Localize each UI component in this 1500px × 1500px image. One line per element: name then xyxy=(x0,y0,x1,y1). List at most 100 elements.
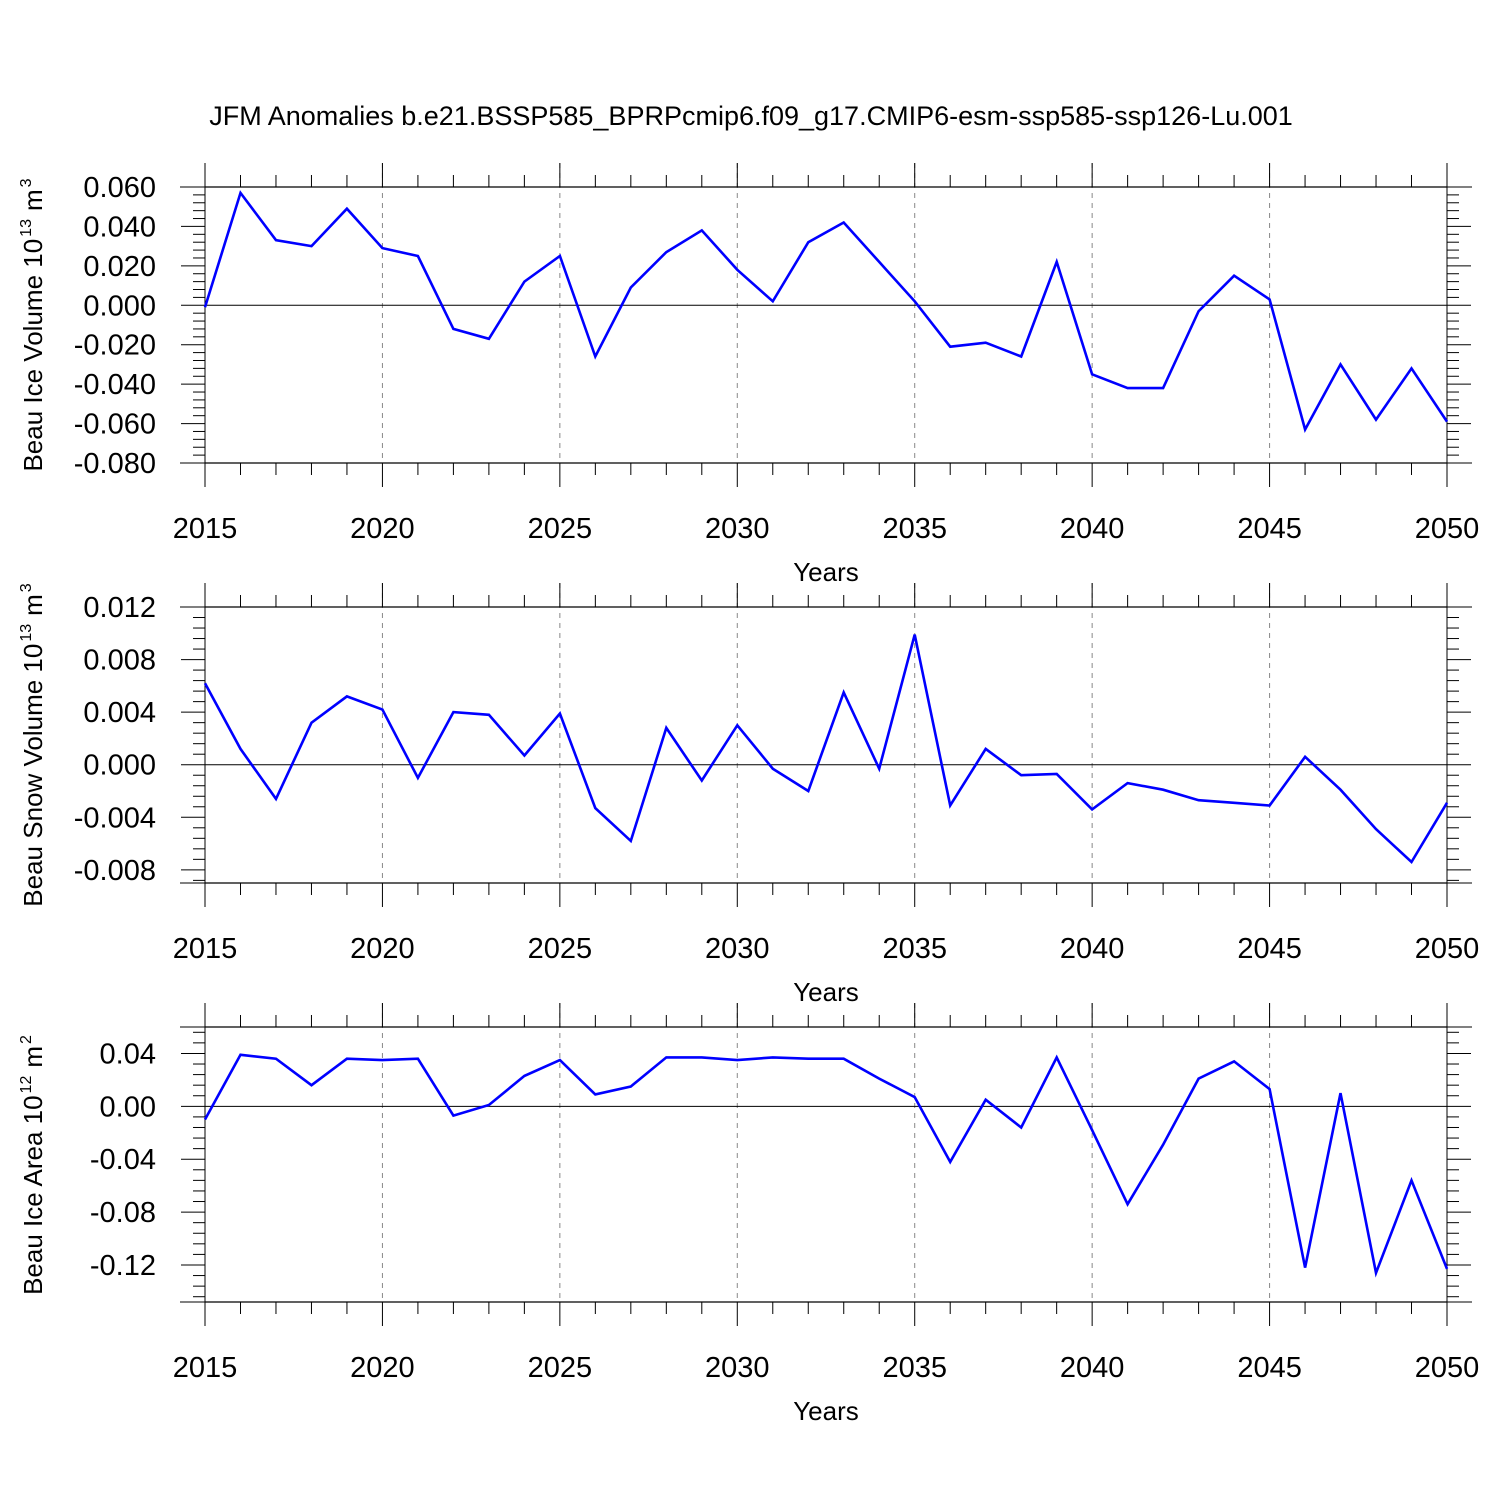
data-point xyxy=(523,280,525,282)
x-tick-label: 2015 xyxy=(173,933,238,965)
x-tick-label: 2015 xyxy=(173,513,238,545)
data-point xyxy=(1126,1203,1128,1205)
data-point xyxy=(417,1058,419,1060)
data-point xyxy=(1446,420,1448,422)
y-label-exponent: 13 xyxy=(18,219,35,237)
data-point xyxy=(665,1056,667,1058)
data-point xyxy=(984,1099,986,1101)
data-point xyxy=(488,714,490,716)
data-point xyxy=(914,300,916,302)
y-tick-label: 0.040 xyxy=(83,211,156,243)
y-tick-label: -0.12 xyxy=(90,1250,156,1282)
y-tick-label: 0.012 xyxy=(83,592,156,624)
data-point xyxy=(239,1054,241,1056)
y-tick-label: 0.000 xyxy=(83,290,156,322)
y-axis-label: Beau Ice Area 1012 m 2 xyxy=(18,1035,48,1295)
data-point xyxy=(1162,387,1164,389)
y-label-unit-exponent: 3 xyxy=(18,583,35,592)
data-point xyxy=(1020,1126,1022,1128)
data-point xyxy=(1055,261,1057,263)
data-point xyxy=(594,1093,596,1095)
data-point xyxy=(701,229,703,231)
data-point xyxy=(452,711,454,713)
data-point xyxy=(949,804,951,806)
y-tick-label: 0.00 xyxy=(100,1091,156,1123)
data-point xyxy=(594,807,596,809)
data-point xyxy=(914,633,916,635)
x-tick-label: 2040 xyxy=(1060,513,1125,545)
data-point xyxy=(1410,1179,1412,1181)
y-tick-label: -0.020 xyxy=(74,330,156,362)
y-tick-label: 0.008 xyxy=(83,645,156,677)
data-point xyxy=(1197,799,1199,801)
x-tick-label: 2020 xyxy=(350,513,415,545)
data-point xyxy=(1410,861,1412,863)
x-tick-label: 2030 xyxy=(705,933,770,965)
panel-1: 0.060 0.040 0.020 0.000 -0.020 -0.040 -0.060 -0… xyxy=(18,163,1479,587)
data-point xyxy=(275,1058,277,1060)
data-point xyxy=(807,1058,809,1060)
x-tick-label: 2050 xyxy=(1415,1352,1480,1384)
y-label-unit: m xyxy=(18,1046,48,1068)
data-point xyxy=(417,255,419,257)
data-point xyxy=(843,691,845,693)
data-point xyxy=(1339,363,1341,365)
data-point xyxy=(1091,808,1093,810)
data-point xyxy=(381,1059,383,1061)
y-label-exponent: 12 xyxy=(18,1076,35,1094)
data-point xyxy=(630,286,632,288)
data-point xyxy=(523,754,525,756)
x-tick-label: 2035 xyxy=(882,513,947,545)
x-tick-label: 2040 xyxy=(1060,1352,1125,1384)
data-point xyxy=(559,712,561,714)
panels: 0.060 0.040 0.020 0.000 -0.020 -0.040 -0.060 -0… xyxy=(18,163,1479,1426)
data-point xyxy=(523,1075,525,1077)
x-axis-label: Years xyxy=(793,1396,859,1426)
data-point xyxy=(1233,802,1235,804)
y-label-text: Beau Ice Volume 10 xyxy=(18,239,48,472)
data-point xyxy=(701,779,703,781)
data-point xyxy=(346,1058,348,1060)
data-point xyxy=(559,255,561,257)
data-point xyxy=(630,1085,632,1087)
y-tick-label: -0.008 xyxy=(74,855,156,887)
y-tick-label: -0.08 xyxy=(90,1197,156,1229)
data-point xyxy=(736,724,738,726)
data-point xyxy=(772,767,774,769)
y-label-unit: m xyxy=(18,189,48,211)
data-point xyxy=(1268,804,1270,806)
data-point xyxy=(1055,1056,1057,1058)
data-point xyxy=(1268,298,1270,300)
x-tick-label: 2045 xyxy=(1237,933,1302,965)
x-axis-label: Years xyxy=(793,977,859,1007)
y-axis-label: Beau Snow Volume 10 13 m 3 xyxy=(18,583,48,907)
data-point xyxy=(204,682,206,684)
data-point xyxy=(878,1077,880,1079)
data-point xyxy=(1339,788,1341,790)
data-point xyxy=(1375,828,1377,830)
data-point xyxy=(310,245,312,247)
data-point xyxy=(417,777,419,779)
data-point xyxy=(665,251,667,253)
data-point xyxy=(1197,1077,1199,1079)
data-point xyxy=(594,355,596,357)
x-tick-label: 2045 xyxy=(1237,1352,1302,1384)
x-tick-label: 2025 xyxy=(528,1352,593,1384)
y-tick-label: 0.020 xyxy=(83,251,156,283)
y-tick-label: 0.000 xyxy=(83,750,156,782)
data-point xyxy=(736,1059,738,1061)
data-point xyxy=(1304,1266,1306,1268)
data-point xyxy=(1197,310,1199,312)
data-point xyxy=(1304,428,1306,430)
data-point xyxy=(1126,387,1128,389)
y-label-unit-exponent: 2 xyxy=(18,1035,35,1044)
data-point xyxy=(452,328,454,330)
x-tick-label: 2020 xyxy=(350,1352,415,1384)
data-point xyxy=(736,269,738,271)
data-point xyxy=(1446,802,1448,804)
x-axis-label: Years xyxy=(793,557,859,587)
x-tick-label: 2045 xyxy=(1237,513,1302,545)
y-tick-label: 0.04 xyxy=(100,1038,156,1070)
y-label-unit-exponent: 3 xyxy=(18,178,35,187)
data-point xyxy=(346,207,348,209)
